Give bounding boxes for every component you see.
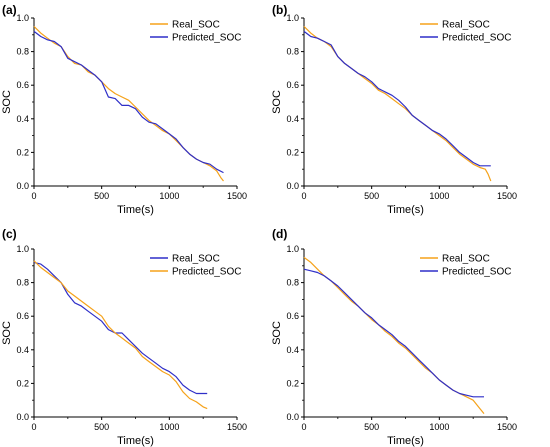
y-tick-label: 0.6 [16, 311, 29, 321]
x-axis-title: Time(s) [387, 435, 424, 447]
y-axis-title: SOC [271, 321, 283, 345]
x-tick-label: 0 [301, 191, 306, 201]
y-tick-label: 0.4 [16, 114, 29, 124]
legend-label: Predicted_SOC [442, 267, 511, 278]
y-tick-label: 1.0 [286, 13, 299, 23]
legend-label: Predicted_SOC [172, 267, 241, 278]
x-tick-label: 500 [94, 422, 109, 432]
chart-panel-0: (a) 0 500 1000 1500 0.0 0.2 0.4 0.6 0.8 1.0 Time(s)… [1, 3, 247, 216]
y-tick-label: 0.6 [286, 311, 299, 321]
y-tick-label: 0.8 [286, 278, 299, 288]
x-tick-label: 500 [364, 191, 379, 201]
y-tick-label: 0.2 [286, 378, 299, 388]
y-axis-title: SOC [271, 90, 283, 114]
legend-label: Real_SOC [172, 254, 220, 265]
y-tick-label: 0.2 [16, 378, 29, 388]
x-tick-label: 1000 [429, 191, 449, 201]
x-tick-label: 1000 [159, 422, 179, 432]
chart-panel-2: (c) 0 500 1000 1500 0.0 0.2 0.4 0.6 0.8 1.0 Time(s)… [1, 227, 247, 447]
y-tick-label: 0.8 [286, 47, 299, 57]
panel-label: (b) [272, 3, 287, 17]
chart-panel-3: (d) 0 500 1000 1500 0.0 0.2 0.4 0.6 0.8 1.0 Time(s)… [271, 227, 517, 447]
y-tick-label: 0.0 [286, 412, 299, 422]
y-tick-label: 0.0 [16, 412, 29, 422]
series-line-predicted-soc [33, 30, 224, 174]
y-tick-label: 0.2 [286, 147, 299, 157]
legend-label: Predicted_SOC [172, 33, 241, 44]
x-tick-label: 0 [301, 422, 306, 432]
series-line-real-soc [303, 25, 492, 182]
x-tick-label: 0 [31, 191, 36, 201]
x-tick-label: 1000 [159, 191, 179, 201]
y-tick-label: 0.0 [16, 181, 29, 191]
x-axis-title: Time(s) [117, 204, 154, 216]
y-tick-label: 0.0 [286, 181, 299, 191]
panel-label: (c) [2, 227, 17, 241]
y-tick-label: 0.4 [286, 114, 299, 124]
x-tick-label: 1500 [227, 191, 247, 201]
legend-label: Real_SOC [172, 20, 220, 31]
series-line-predicted-soc [303, 268, 484, 398]
x-axis-title: Time(s) [117, 435, 154, 447]
legend-label: Real_SOC [442, 20, 490, 31]
y-tick-label: 0.6 [16, 80, 29, 90]
x-tick-label: 500 [364, 422, 379, 432]
y-tick-label: 0.2 [16, 147, 29, 157]
x-tick-label: 0 [31, 422, 36, 432]
y-axis-title: SOC [1, 90, 13, 114]
x-tick-label: 1000 [429, 422, 449, 432]
panel-label: (a) [2, 3, 17, 17]
series-line-real-soc [33, 261, 208, 395]
x-tick-label: 1500 [497, 191, 517, 201]
y-tick-label: 0.4 [16, 345, 29, 355]
y-axis-title: SOC [1, 321, 13, 345]
legend-label: Predicted_SOC [442, 33, 511, 44]
y-tick-label: 0.8 [16, 47, 29, 57]
legend-label: Real_SOC [442, 254, 490, 265]
y-tick-label: 0.6 [286, 80, 299, 90]
x-axis-title: Time(s) [387, 204, 424, 216]
x-tick-label: 500 [94, 191, 109, 201]
y-tick-label: 1.0 [16, 13, 29, 23]
y-tick-label: 1.0 [16, 244, 29, 254]
x-tick-label: 1500 [497, 422, 517, 432]
panel-label: (d) [272, 227, 287, 241]
series-line-predicted-soc [303, 30, 491, 167]
y-tick-label: 0.8 [16, 278, 29, 288]
y-tick-label: 1.0 [286, 244, 299, 254]
y-tick-label: 0.4 [286, 345, 299, 355]
x-tick-label: 1500 [227, 422, 247, 432]
chart-panel-1: (b) 0 500 1000 1500 0.0 0.2 0.4 0.6 0.8 1.0 Time(s)… [271, 3, 517, 216]
series-line-predicted-soc [33, 260, 208, 410]
